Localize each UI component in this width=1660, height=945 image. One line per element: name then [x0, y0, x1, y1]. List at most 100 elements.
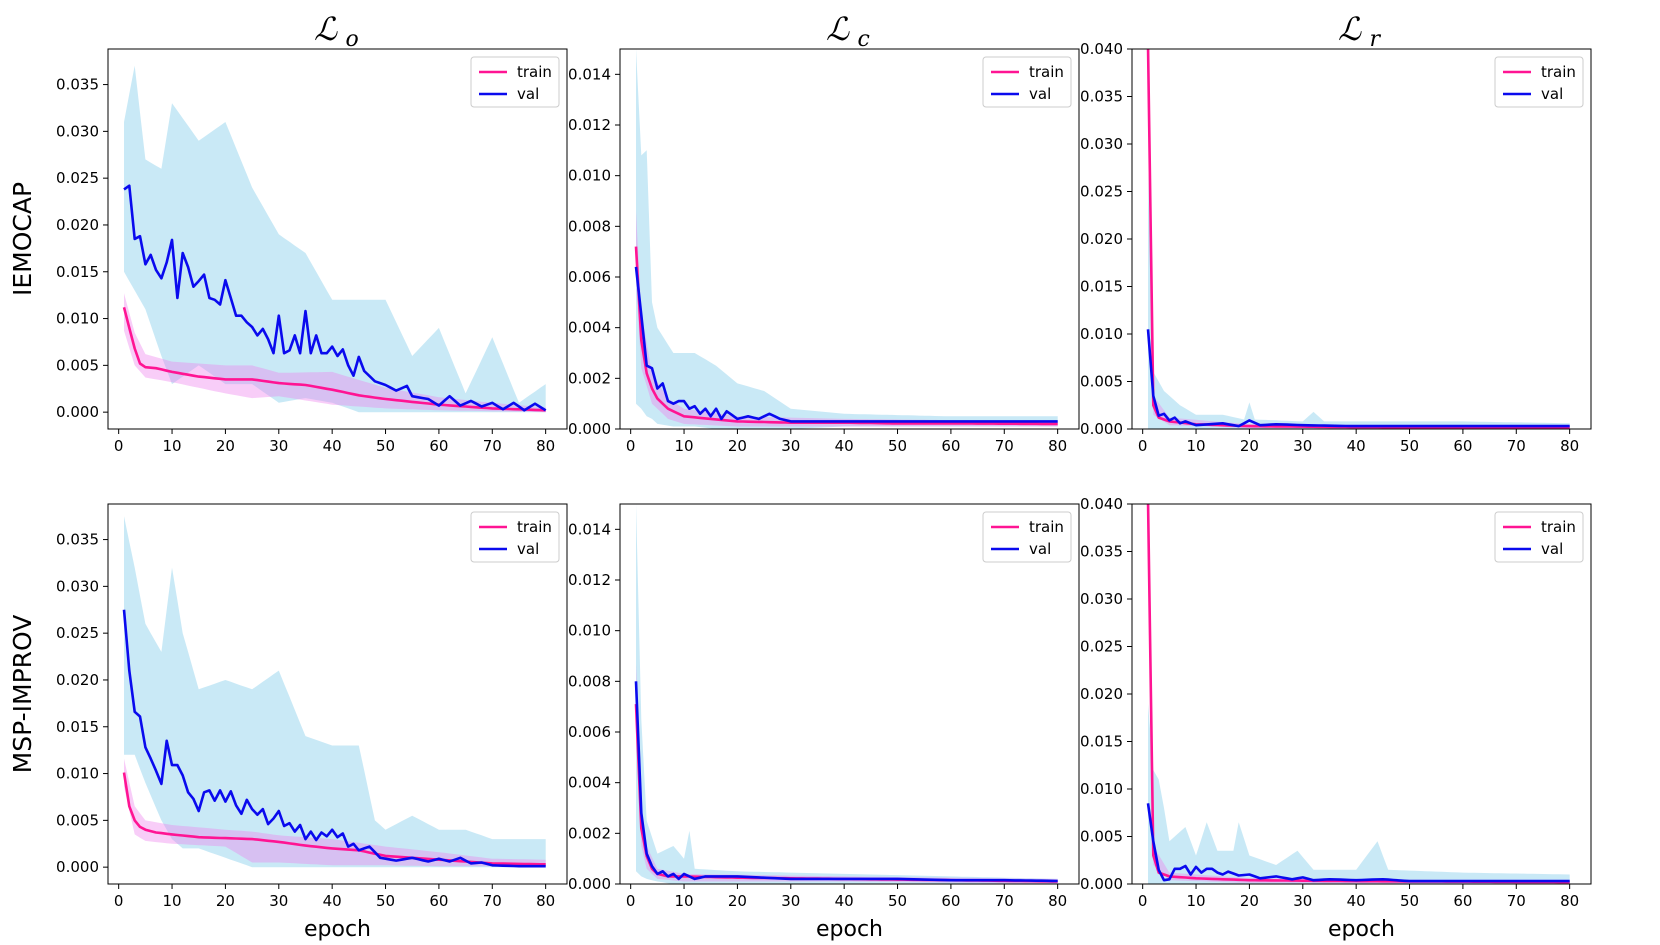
y-tick-label: 0.000: [1080, 420, 1123, 438]
y-tick-label: 0.020: [56, 671, 99, 689]
y-tick-label: 0.010: [56, 765, 99, 783]
legend-label-val: val: [1541, 85, 1563, 103]
x-tick-label: 30: [1293, 437, 1312, 455]
legend-label-train: train: [1541, 63, 1576, 81]
x-tick-label: 50: [376, 437, 395, 455]
y-tick-label: 0.005: [1080, 828, 1123, 846]
y-tick-label: 0.025: [56, 624, 99, 642]
train-band: [124, 293, 546, 413]
val-line: [1146, 329, 1570, 428]
plot-area: [1146, 49, 1570, 429]
subplot: 0 10 20 30 40 50 60 70 80 0.000 0.002 0.004 0.006 0.0…: [568, 503, 1080, 942]
x-tick-label: 80: [536, 437, 555, 455]
legend: train val: [982, 511, 1072, 563]
y-tick-label: 0.035: [1080, 543, 1123, 561]
val-band: [1148, 703, 1570, 884]
x-tick-label: 20: [1240, 437, 1259, 455]
y-tick-label: 0.035: [1080, 88, 1123, 106]
y-tick-label: 0.015: [56, 263, 99, 281]
x-tick-label: 10: [1186, 437, 1205, 455]
x-tick-label: 0: [114, 437, 124, 455]
y-tick-label: 0.012: [568, 571, 611, 589]
subplot: 0 10 20 30 40 50 60 70 80 0.000 0.005 0.010 0.015 0.0…: [1080, 40, 1592, 455]
axes-frame: [619, 48, 1080, 430]
legend: train val: [1494, 511, 1584, 563]
val-line: [122, 609, 546, 868]
val-band: [124, 65, 546, 413]
y-tick-label: 0.005: [56, 356, 99, 374]
x-tick-label: 30: [1293, 892, 1312, 910]
legend-label-train: train: [1029, 518, 1064, 536]
y-tick-label: 0.000: [568, 420, 611, 438]
y-tick-label: 0.010: [1080, 780, 1123, 798]
y-tick-label: 0.010: [1080, 325, 1123, 343]
column-title-subscript: c: [858, 27, 870, 52]
y-tick-label: 0.040: [1080, 495, 1123, 513]
legend: train val: [1494, 56, 1584, 108]
y-tick-label: 0.040: [1080, 40, 1123, 58]
legend-label-val: val: [1029, 85, 1051, 103]
val-line: [634, 266, 1058, 423]
legend: train val: [470, 56, 560, 108]
row-labels: IEMOCAP MSP-IMPROV: [8, 182, 37, 773]
y-tick-label: 0.015: [1080, 278, 1123, 296]
column-title: ℒ: [1338, 10, 1362, 48]
x-axis-label: epoch: [816, 917, 883, 942]
y-tick-label: 0.020: [1080, 685, 1123, 703]
train-band: [124, 758, 546, 868]
x-tick-label: 50: [1400, 892, 1419, 910]
x-tick-label: 40: [835, 892, 854, 910]
val-band: [124, 516, 546, 868]
x-tick-label: 20: [216, 437, 235, 455]
train-band: [636, 663, 1058, 884]
plot-area: [122, 65, 547, 413]
x-tick-label: 80: [1048, 437, 1067, 455]
x-tick-label: 70: [483, 892, 502, 910]
legend-label-train: train: [1541, 518, 1576, 536]
x-tick-label: 70: [1507, 437, 1526, 455]
y-tick-label: 0.035: [56, 76, 99, 94]
y-tick-label: 0.005: [56, 811, 99, 829]
x-tick-label: 10: [162, 437, 181, 455]
plot-area: [634, 504, 1058, 884]
x-tick-label: 50: [888, 892, 907, 910]
legend: train val: [470, 511, 560, 563]
x-tick-label: 50: [376, 892, 395, 910]
legend: train val: [982, 56, 1072, 108]
subplot: 0 10 20 30 40 50 60 70 80 0.000 0.002 0.004 0.006 0.0…: [568, 48, 1080, 455]
y-tick-label: 0.025: [56, 169, 99, 187]
val-line: [123, 184, 547, 412]
column-title-subscript: o: [346, 27, 359, 52]
x-tick-label: 70: [995, 892, 1014, 910]
x-tick-label: 10: [1186, 892, 1205, 910]
x-tick-label: 70: [483, 437, 502, 455]
subplot: 0 10 20 30 40 50 60 70 80 0.000 0.005 0.010 0.015 0.0…: [56, 48, 568, 455]
x-tick-label: 20: [728, 892, 747, 910]
x-tick-label: 10: [162, 892, 181, 910]
y-tick-label: 0.008: [568, 217, 611, 235]
plot-area: [122, 516, 546, 868]
x-axis-label: epoch: [304, 917, 371, 942]
column-title-subscript: r: [1370, 27, 1382, 52]
column-title: ℒ: [826, 10, 850, 48]
plot-area: [634, 49, 1058, 429]
x-tick-label: 30: [269, 892, 288, 910]
val-line: [1146, 803, 1570, 883]
y-tick-label: 0.035: [56, 531, 99, 549]
y-tick-label: 0.030: [56, 577, 99, 595]
subplot-grid: 0 10 20 30 40 50 60 70 80 0.000 0.005 0.010 0.015 0.0…: [56, 40, 1592, 942]
y-tick-label: 0.006: [568, 723, 611, 741]
x-tick-label: 80: [1560, 437, 1579, 455]
x-tick-label: 20: [216, 892, 235, 910]
row-label: IEMOCAP: [8, 182, 37, 296]
y-tick-label: 0.002: [568, 824, 611, 842]
x-tick-label: 20: [1240, 892, 1259, 910]
x-axis-label: epoch: [1328, 917, 1395, 942]
x-tick-label: 40: [323, 437, 342, 455]
x-tick-label: 30: [269, 437, 288, 455]
train-line: [634, 704, 1058, 883]
x-tick-label: 0: [114, 892, 124, 910]
subplot: 0 10 20 30 40 50 60 70 80 0.000 0.005 0.010 0.015 0.0…: [1080, 495, 1592, 942]
val-band: [636, 49, 1058, 429]
